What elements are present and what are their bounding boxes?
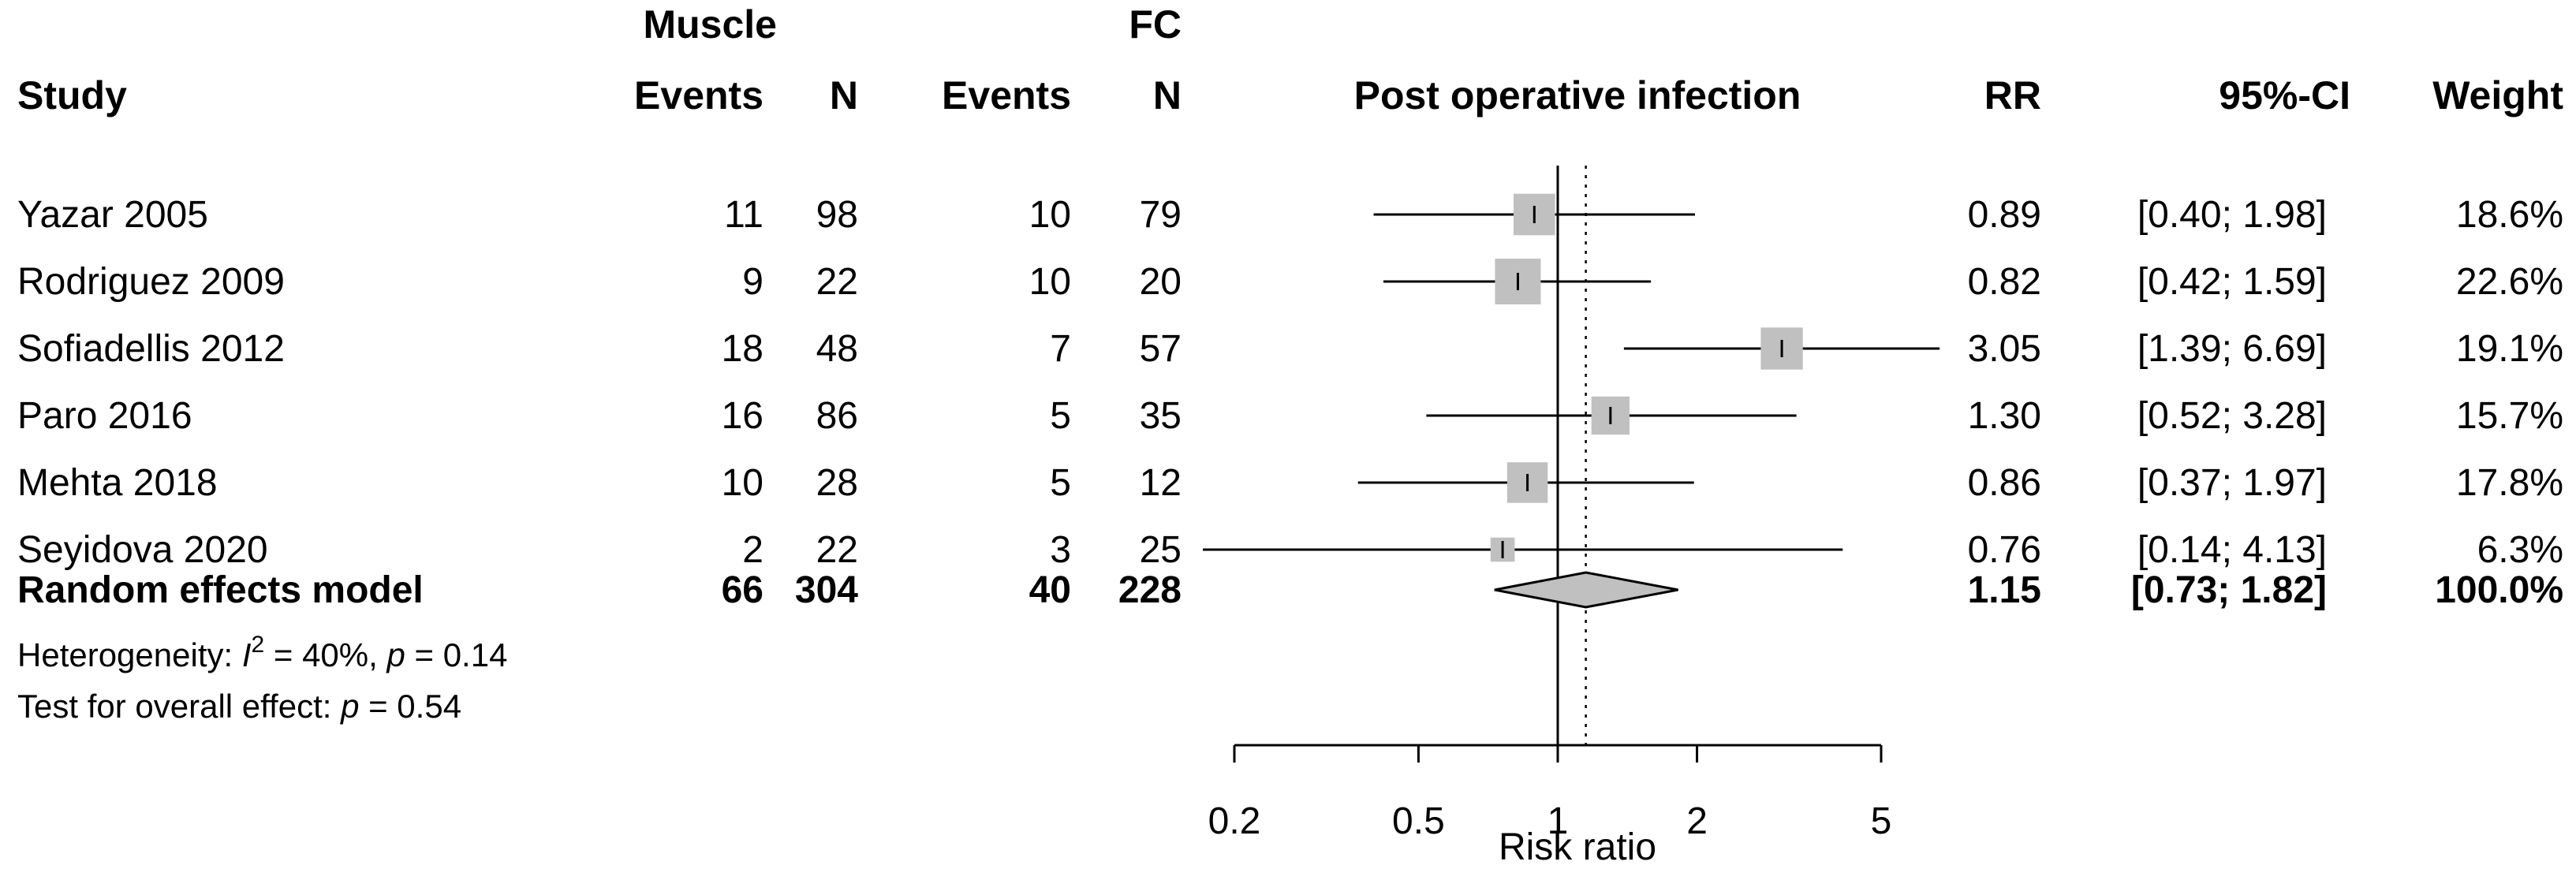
- muscle-n: 22: [816, 261, 858, 303]
- i-squared-symbol: I: [242, 636, 252, 673]
- fc-n: 79: [1140, 194, 1182, 236]
- study-ci: [1.39; 6.69]: [2137, 328, 2327, 370]
- fc-events: 10: [1029, 261, 1071, 303]
- pooled-weight: 100.0%: [2435, 569, 2563, 611]
- heterogeneity-label: Heterogeneity:: [17, 636, 242, 673]
- x-tick-label: 2: [1686, 800, 1708, 842]
- muscle-n: 48: [816, 328, 858, 370]
- pooled-muscle-n: 304: [795, 569, 858, 611]
- group1-header: Muscle: [643, 2, 777, 47]
- fc-n: 12: [1140, 462, 1182, 504]
- muscle-n: 98: [816, 194, 858, 236]
- muscle-events: 11: [724, 194, 763, 236]
- i-squared-superscript: 2: [252, 632, 265, 658]
- fc-n: 25: [1140, 529, 1182, 571]
- heterogeneity-p-symbol: p: [385, 636, 405, 673]
- fc-events: 5: [1050, 395, 1071, 437]
- muscle-events: 18: [722, 328, 763, 370]
- heterogeneity-p-value: = 0.14: [405, 636, 508, 673]
- muscle-events: 10: [722, 462, 763, 504]
- study-name: Mehta 2018: [17, 462, 218, 504]
- muscle-events: 2: [742, 529, 763, 571]
- pooled-fc-events: 40: [1029, 569, 1071, 611]
- study-weight: 17.8%: [2456, 462, 2563, 504]
- study-name: Seyidova 2020: [17, 529, 268, 571]
- study-ci: [0.37; 1.97]: [2137, 462, 2327, 504]
- x-axis-label: Risk ratio: [1499, 826, 1656, 868]
- study-rr: 3.05: [1968, 328, 2041, 370]
- overall-p-value: = 0.54: [359, 688, 461, 725]
- events2-header: Events: [942, 73, 1071, 117]
- group2-header: FC: [1129, 2, 1182, 47]
- study-rr: 0.89: [1968, 194, 2041, 236]
- study-weight: 6.3%: [2477, 529, 2563, 571]
- study-rr: 0.86: [1968, 462, 2041, 504]
- muscle-n: 22: [816, 529, 858, 571]
- fc-n: 35: [1140, 395, 1182, 437]
- study-weight: 15.7%: [2456, 395, 2563, 437]
- study-weight: 18.6%: [2456, 194, 2563, 236]
- plot-marks: 0.2 0.5 1 2 5: [1203, 166, 1940, 842]
- fc-events: 10: [1029, 194, 1071, 236]
- study-ci: [0.42; 1.59]: [2137, 261, 2327, 303]
- study-name: Sofiadellis 2012: [17, 328, 285, 370]
- muscle-n: 28: [816, 462, 858, 504]
- pooled-name: Random effects model: [17, 569, 424, 611]
- x-tick-label: 1: [1547, 800, 1569, 842]
- study-weight: 19.1%: [2456, 328, 2563, 370]
- pooled-diamond: [1494, 571, 1678, 609]
- fc-events: 5: [1050, 462, 1071, 504]
- study-rr: 0.76: [1968, 529, 2041, 571]
- muscle-n: 86: [816, 395, 858, 437]
- overall-p-symbol: p: [339, 688, 359, 725]
- weight-header: Weight: [2432, 73, 2563, 117]
- study-rr: 1.30: [1968, 395, 2041, 437]
- study-rows: Yazar 2005 11 98 10 79 0.89 [0.40; 1.98] 18.6%R…: [17, 194, 2563, 611]
- ci-header: 95%-CI: [2219, 73, 2350, 117]
- pooled-muscle-events: 66: [722, 569, 763, 611]
- pooled-ci: [0.73; 1.82]: [2131, 569, 2327, 611]
- fc-n: 57: [1140, 328, 1182, 370]
- study-ci: [0.14; 4.13]: [2137, 529, 2327, 571]
- muscle-events: 9: [742, 261, 763, 303]
- overall-effect-text: Test for overall effect: p = 0.54: [17, 688, 461, 725]
- study-rr: 0.82: [1968, 261, 2041, 303]
- study-ci: [0.52; 3.28]: [2137, 395, 2327, 437]
- n1-header: N: [830, 73, 858, 117]
- plot-title: Post operative infection: [1354, 73, 1801, 117]
- study-weight: 22.6%: [2456, 261, 2563, 303]
- rr-header: RR: [1984, 73, 2041, 117]
- heterogeneity-i2-value: = 40%,: [264, 636, 386, 673]
- fc-n: 20: [1140, 261, 1182, 303]
- events1-header: Events: [634, 73, 763, 117]
- heterogeneity-text: Heterogeneity: I2 = 40%, p = 0.14: [17, 632, 507, 673]
- x-tick-label: 0.5: [1392, 800, 1445, 842]
- study-ci: [0.40; 1.98]: [2137, 194, 2327, 236]
- x-tick-label: 0.2: [1208, 800, 1261, 842]
- overall-effect-label: Test for overall effect:: [17, 688, 341, 725]
- n2-header: N: [1153, 73, 1182, 117]
- pooled-fc-n: 228: [1118, 569, 1182, 611]
- pooled-rr: 1.15: [1968, 569, 2041, 611]
- x-tick-label: 5: [1871, 800, 1892, 842]
- study-header: Study: [17, 73, 127, 117]
- study-name: Paro 2016: [17, 395, 192, 437]
- study-name: Yazar 2005: [17, 194, 208, 236]
- muscle-events: 16: [722, 395, 763, 437]
- study-name: Rodriguez 2009: [17, 261, 285, 303]
- fc-events: 3: [1050, 529, 1071, 571]
- fc-events: 7: [1050, 328, 1071, 370]
